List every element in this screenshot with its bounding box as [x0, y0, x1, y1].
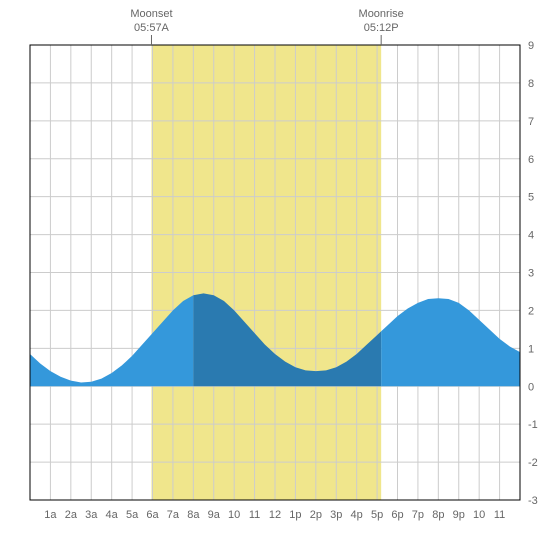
- y-axis-label: 2: [528, 305, 534, 317]
- y-axis-label: 5: [528, 192, 534, 204]
- x-axis-label: 1p: [289, 509, 301, 521]
- x-axis-label: 3a: [85, 509, 98, 521]
- x-axis-label: 9a: [208, 509, 221, 521]
- x-axis-label: 7p: [412, 509, 424, 521]
- annotation-label: Moonset: [130, 8, 172, 20]
- x-axis-label: 2a: [65, 509, 78, 521]
- x-axis-label: 8p: [432, 509, 444, 521]
- x-axis-label: 2p: [310, 509, 322, 521]
- annotation-label: Moonrise: [359, 8, 404, 20]
- y-axis-label: 1: [528, 343, 534, 355]
- y-axis-label: -2: [528, 457, 538, 469]
- y-axis-label: 4: [528, 230, 534, 242]
- y-axis-label: 9: [528, 40, 534, 52]
- x-axis-label: 12: [269, 509, 281, 521]
- y-axis-label: -1: [528, 419, 538, 431]
- annotation-time: 05:12P: [364, 22, 399, 34]
- x-axis-label: 11: [494, 509, 505, 521]
- x-axis-label: 6p: [391, 509, 403, 521]
- x-axis-label: 6a: [146, 509, 159, 521]
- annotation-time: 05:57A: [134, 22, 170, 34]
- x-axis-label: 3p: [330, 509, 342, 521]
- x-axis-label: 4a: [106, 509, 119, 521]
- y-axis-label: 7: [528, 116, 534, 128]
- y-axis-label: 0: [528, 381, 534, 393]
- y-axis-label: 8: [528, 78, 534, 90]
- x-axis-label: 4p: [351, 509, 363, 521]
- x-axis-label: 7a: [167, 509, 180, 521]
- y-axis-label: 3: [528, 268, 534, 280]
- y-axis-label: -3: [528, 495, 538, 507]
- x-axis-label: 5a: [126, 509, 139, 521]
- x-axis-label: 10: [228, 509, 240, 521]
- tide-chart: 1a2a3a4a5a6a7a8a9a1011121p2p3p4p5p6p7p8p…: [0, 0, 550, 550]
- x-axis-label: 1a: [44, 509, 57, 521]
- x-axis-label: 8a: [187, 509, 200, 521]
- chart-svg: 1a2a3a4a5a6a7a8a9a1011121p2p3p4p5p6p7p8p…: [0, 0, 550, 550]
- y-axis-label: 6: [528, 154, 534, 166]
- x-axis-label: 11: [249, 509, 260, 521]
- x-axis-label: 5p: [371, 509, 383, 521]
- x-axis-label: 10: [473, 509, 485, 521]
- x-axis-label: 9p: [453, 509, 465, 521]
